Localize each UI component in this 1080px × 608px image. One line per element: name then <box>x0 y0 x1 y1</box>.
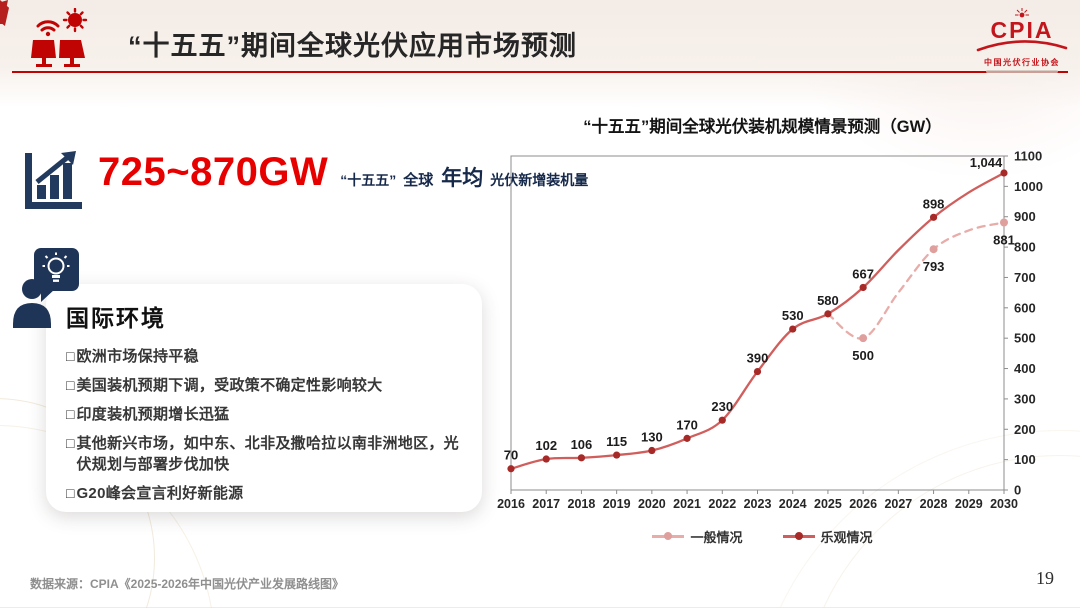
edge-ribbon-decoration <box>0 0 8 24</box>
stat-emphasis: 年均 <box>441 167 484 190</box>
svg-text:2020: 2020 <box>638 497 666 511</box>
legend-dot <box>664 532 673 541</box>
svg-text:2016: 2016 <box>497 497 525 511</box>
card-bullet-item: □ 美国装机预期下调，受政策不确定性影响较大 <box>66 375 462 396</box>
svg-text:2029: 2029 <box>955 497 983 511</box>
svg-text:500: 500 <box>1014 331 1036 346</box>
svg-text:0: 0 <box>1014 483 1021 498</box>
card-bullet-item: □ 其他新兴市场，如中东、北非及撒哈拉以南非洲地区，光伏规划与部署步伐加快 <box>66 433 462 475</box>
person-icon <box>10 276 60 333</box>
card-heading: 国际环境 <box>66 305 166 331</box>
svg-text:1100: 1100 <box>1014 149 1042 164</box>
svg-text:70: 70 <box>504 448 518 463</box>
svg-text:530: 530 <box>782 308 804 323</box>
card-bullet-text: 印度装机预期增长迅猛 <box>76 406 230 423</box>
international-environment-card: 国际环境 □ 欧洲市场保持平稳 □ 美国装机预期下调，受政策不确定性影响较大 □ 印度装机… <box>46 284 482 512</box>
svg-text:100: 100 <box>1014 452 1036 467</box>
page-title: “十五五”期间全球光伏应用市场预测 <box>128 31 577 61</box>
svg-text:390: 390 <box>747 351 769 366</box>
square-bullet-marker: □ <box>66 348 75 364</box>
svg-text:500: 500 <box>852 348 874 363</box>
forecast-line-chart: 0 100 200 300 400 500 600 700 800 900 1000 1100 2016… <box>497 149 1043 512</box>
card-bullet-text: 欧洲市场保持平稳 <box>76 348 199 365</box>
square-bullet-marker: □ <box>66 377 75 393</box>
cpia-wordmark: CPIA <box>990 17 1054 43</box>
svg-text:200: 200 <box>1014 422 1036 437</box>
svg-text:2030: 2030 <box>990 497 1018 511</box>
svg-text:102: 102 <box>535 438 557 453</box>
svg-text:2025: 2025 <box>814 497 842 511</box>
svg-text:2024: 2024 <box>779 497 807 511</box>
svg-text:400: 400 <box>1014 361 1036 376</box>
stat-scope-global: 全球 <box>403 172 434 189</box>
svg-text:898: 898 <box>923 196 945 211</box>
svg-text:2028: 2028 <box>920 497 948 511</box>
svg-text:106: 106 <box>571 437 593 452</box>
cpia-english-line <box>986 70 1058 73</box>
svg-text:2022: 2022 <box>708 497 736 511</box>
svg-text:170: 170 <box>676 417 698 432</box>
card-bullet-text: 美国装机预期下调，受政策不确定性影响较大 <box>76 377 383 394</box>
svg-text:300: 300 <box>1014 391 1036 406</box>
legend-line-swatch <box>782 532 815 541</box>
svg-text:130: 130 <box>641 430 663 445</box>
annual-install-stat: 725~870GW “十五五” 全球 年均 光伏新增装机量 <box>98 150 588 195</box>
card-bullet-list: □ 欧洲市场保持平稳 □ 美国装机预期下调，受政策不确定性影响较大 □ 印度装机预期增长迅… <box>66 346 462 504</box>
cpia-chinese-name: 中国光伏行业协会 <box>984 58 1060 67</box>
svg-text:881: 881 <box>993 232 1015 247</box>
header-band <box>0 0 1080 108</box>
cpia-logo: CPIA 中国光伏行业协会 <box>972 8 1072 73</box>
chart-legend: 一般情况 乐观情况 <box>505 527 1020 546</box>
chart-title: “十五五”期间全球光伏装机规模情景预测（GW） <box>583 118 942 136</box>
solar-panel-icon <box>26 7 92 75</box>
svg-text:115: 115 <box>606 434 627 449</box>
stat-suffix: 光伏新增装机量 <box>490 172 589 188</box>
stat-scope: “十五五” <box>340 172 397 188</box>
svg-text:793: 793 <box>923 259 945 274</box>
svg-text:2021: 2021 <box>673 497 701 511</box>
svg-text:700: 700 <box>1014 270 1036 285</box>
svg-text:1000: 1000 <box>1014 179 1043 194</box>
svg-text:2026: 2026 <box>849 497 877 511</box>
svg-text:2023: 2023 <box>744 497 772 511</box>
svg-text:2017: 2017 <box>532 497 560 511</box>
cpia-arc <box>972 39 1072 57</box>
lightbulb-bubble-icon <box>28 246 80 309</box>
svg-text:2027: 2027 <box>884 497 912 511</box>
card-bullet-item: □ 欧洲市场保持平稳 <box>66 346 462 367</box>
growth-chart-icon <box>20 148 86 219</box>
svg-text:2019: 2019 <box>603 497 631 511</box>
legend-label: 一般情况 <box>690 530 743 545</box>
svg-text:2018: 2018 <box>568 497 596 511</box>
legend-label: 乐观情况 <box>820 530 873 545</box>
card-bullet-text: 其他新兴市场，如中东、北非及撒哈拉以南非洲地区，光伏规划与部署步伐加快 <box>76 435 459 473</box>
square-bullet-marker: □ <box>66 406 75 422</box>
card-bullet-text: G20峰会宣言利好新能源 <box>76 485 244 502</box>
svg-text:900: 900 <box>1014 209 1036 224</box>
cpia-sun-icon <box>972 8 1072 19</box>
legend-item-optimistic: 乐观情况 <box>782 527 873 546</box>
svg-text:580: 580 <box>817 293 839 308</box>
data-source-note: 数据来源：CPIA《2025-2026年中国光伏产业发展路线图》 <box>30 577 345 591</box>
square-bullet-marker: □ <box>66 485 75 501</box>
svg-text:800: 800 <box>1014 240 1036 255</box>
stat-value: 725~870GW <box>98 150 329 194</box>
square-bullet-marker: □ <box>66 435 75 451</box>
svg-text:600: 600 <box>1014 300 1036 315</box>
svg-text:1,044: 1,044 <box>970 155 1003 170</box>
legend-dot <box>794 532 803 541</box>
card-bullet-item: □ G20峰会宣言利好新能源 <box>66 483 462 504</box>
svg-text:667: 667 <box>852 266 874 281</box>
page-number: 19 <box>1036 568 1054 588</box>
card-bullet-item: □ 印度装机预期增长迅猛 <box>66 404 462 425</box>
legend-item-general: 一般情况 <box>652 527 743 546</box>
header-divider <box>12 71 1068 73</box>
legend-line-swatch <box>652 532 685 541</box>
svg-text:230: 230 <box>711 399 733 414</box>
